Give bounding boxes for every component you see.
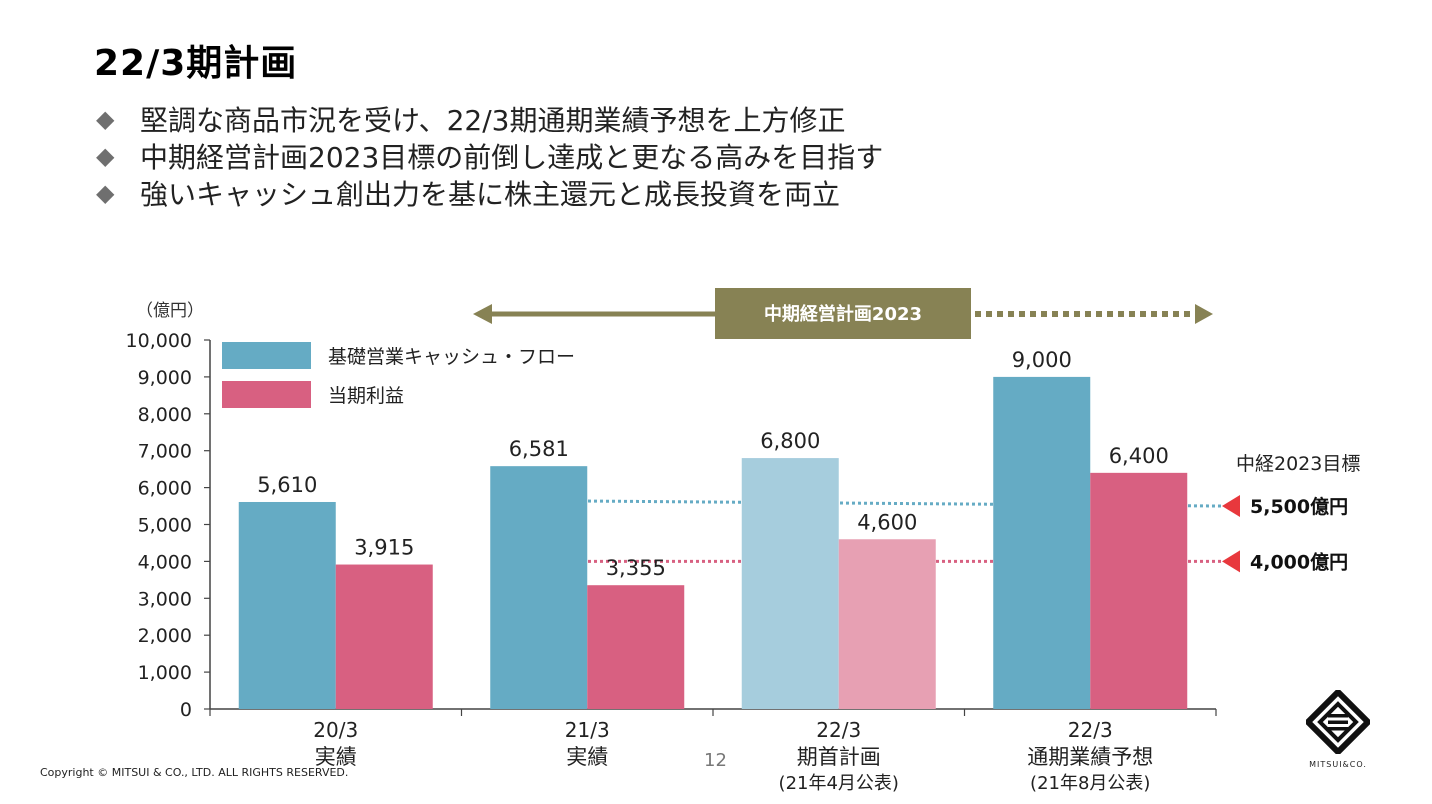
diamond-bullet-icon: ◆ <box>96 141 115 170</box>
y-tick-label: 10,000 <box>126 330 192 352</box>
x-category-label: 期首計画 <box>797 745 881 769</box>
bar <box>587 585 685 709</box>
bar-value-label: 4,600 <box>857 510 917 534</box>
bullet-text: 強いキャッシュ創出力を基に株主還元と成長投資を両立 <box>140 177 841 211</box>
page-number: 12 <box>704 750 727 771</box>
legend-swatch <box>222 381 311 408</box>
page-title: 22/3期計画 <box>94 43 298 84</box>
bar-value-label: 6,581 <box>509 437 569 461</box>
bar <box>238 501 336 709</box>
x-category-label: 20/3 <box>313 718 358 742</box>
x-category-sublabel: (21年4月公表) <box>779 773 899 794</box>
legend-label: 当期利益 <box>328 385 404 407</box>
bar-value-label: 3,915 <box>354 536 414 560</box>
plan-banner-label: 中期経営計画2023 <box>764 303 922 325</box>
legend-label: 基礎営業キャッシュ・フロー <box>328 346 575 368</box>
target-pointer-icon <box>1222 550 1240 573</box>
bullet-item: ◆ 強いキャッシュ創出力を基に株主還元と成長投資を両立 <box>96 174 883 211</box>
bar-value-label: 9,000 <box>1012 348 1072 372</box>
bar <box>838 539 936 709</box>
logo-wordmark: MITSUI&CO. <box>1309 760 1367 769</box>
bullet-item: ◆ 堅調な商品市況を受け、22/3期通期業績予想を上方修正 <box>96 100 883 137</box>
x-category-label: 実績 <box>315 745 357 769</box>
bar-value-label: 3,355 <box>606 556 666 580</box>
y-tick-label: 5,000 <box>138 515 192 537</box>
y-tick-label: 3,000 <box>138 588 192 610</box>
bar-value-label: 6,800 <box>760 429 820 453</box>
bar <box>490 466 588 709</box>
y-tick-label: 2,000 <box>138 625 192 647</box>
y-tick-label: 7,000 <box>138 441 192 463</box>
bar <box>335 564 433 709</box>
bar-value-label: 6,400 <box>1109 444 1169 468</box>
bar <box>993 376 1091 709</box>
target-value-label: 4,000億円 <box>1250 550 1348 573</box>
mitsui-logo-icon <box>1303 687 1373 757</box>
x-category-sublabel: (21年8月公表) <box>1030 773 1150 794</box>
diamond-bullet-icon: ◆ <box>96 178 115 207</box>
bullet-text: 中期経営計画2023目標の前倒し達成と更なる高みを目指す <box>140 140 884 174</box>
target-value-label: 5,500億円 <box>1250 495 1348 518</box>
targets-title: 中経2023目標 <box>1236 453 1360 475</box>
y-tick-label: 8,000 <box>138 404 192 426</box>
x-category-label: 22/3 <box>816 718 861 742</box>
banner-arrow-right-head-icon <box>1195 304 1213 324</box>
bar-value-label: 5,610 <box>257 473 317 497</box>
diamond-bullet-icon: ◆ <box>96 104 115 133</box>
plan-banner-box <box>715 288 971 339</box>
y-tick-label: 6,000 <box>138 478 192 500</box>
x-category-label: 通期業績予想 <box>1027 745 1153 769</box>
bullet-item: ◆ 中期経営計画2023目標の前倒し達成と更なる高みを目指す <box>96 137 883 174</box>
bullet-list: ◆ 堅調な商品市況を受け、22/3期通期業績予想を上方修正 ◆ 中期経営計画20… <box>96 100 883 211</box>
y-tick-label: 0 <box>180 699 192 721</box>
bar <box>741 458 839 709</box>
x-category-label: 21/3 <box>565 718 610 742</box>
banner-arrow-left-head-icon <box>473 304 492 324</box>
y-tick-label: 9,000 <box>138 367 192 389</box>
x-category-label: 22/3 <box>1068 718 1113 742</box>
target-pointer-icon <box>1222 495 1240 518</box>
copyright-notice: Copyright © MITSUI & CO., LTD. ALL RIGHT… <box>40 766 349 779</box>
legend-swatch <box>222 342 311 369</box>
y-tick-label: 1,000 <box>138 662 192 684</box>
y-axis-unit-label: （億円） <box>136 301 204 321</box>
y-tick-label: 4,000 <box>138 551 192 573</box>
company-logo: MITSUI&CO. <box>1298 687 1378 769</box>
bullet-text: 堅調な商品市況を受け、22/3期通期業績予想を上方修正 <box>140 103 846 137</box>
x-category-label: 実績 <box>566 745 608 769</box>
bar <box>1090 472 1188 709</box>
